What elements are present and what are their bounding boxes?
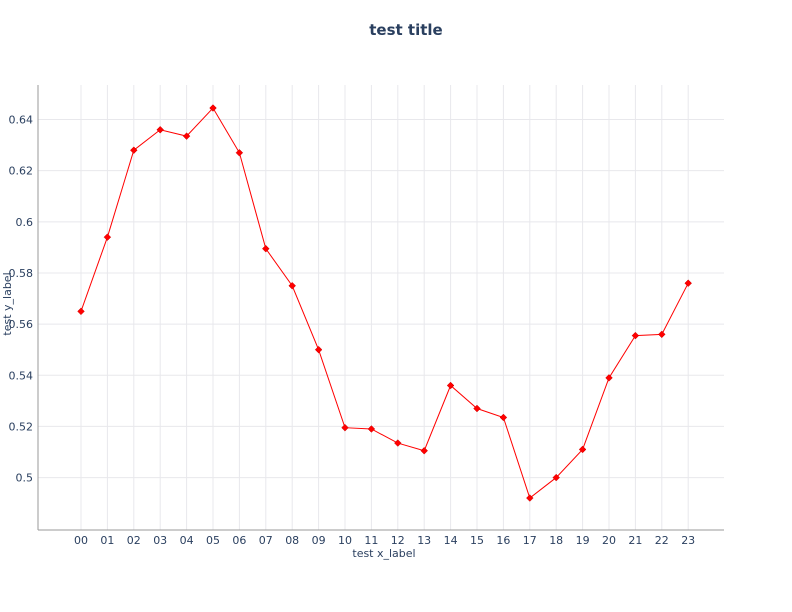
- data-point-08: [288, 282, 296, 290]
- data-point-03: [156, 126, 164, 134]
- data-point-09: [314, 345, 323, 354]
- data-point-05: [209, 104, 217, 112]
- x-tick-label: 15: [470, 534, 484, 547]
- x-tick-label: 09: [312, 534, 326, 547]
- data-point-06: [235, 149, 244, 157]
- data-point-18: [552, 473, 560, 482]
- x-tick-label: 11: [364, 534, 378, 547]
- data-point-11: [367, 425, 376, 433]
- data-point-14: [446, 381, 455, 390]
- x-tick-label: 21: [628, 534, 642, 547]
- data-point-17: [526, 494, 534, 502]
- y-tick-label: 0.64: [9, 114, 34, 127]
- x-tick-label: 10: [338, 534, 352, 547]
- x-tick-label: 14: [444, 534, 458, 547]
- axes: [37, 85, 724, 531]
- x-tick-label: 01: [100, 534, 114, 547]
- x-tick-label: 19: [576, 534, 590, 547]
- data-point-04: [182, 132, 191, 140]
- data-point-07: [262, 244, 270, 253]
- data-point-16: [499, 413, 508, 422]
- data-point-23: [684, 279, 692, 287]
- data-point-15: [473, 404, 481, 413]
- y-tick-label: 0.62: [9, 165, 34, 178]
- x-tick-label: 12: [391, 534, 405, 547]
- y-tick-label: 0.54: [9, 369, 34, 382]
- data-point-02: [130, 146, 138, 154]
- x-tick-label: 22: [655, 534, 669, 547]
- y-tick-labels: 0.5 0.52 0.54 0.56 0.58 0.6 0.62 0.64: [9, 114, 34, 485]
- y-tick-label: 0.58: [9, 267, 34, 280]
- x-tick-labels: 00 01 02 03 04 05 06 07 08 09 10 11 12 13 14 15 16 17 18 19…: [74, 534, 695, 547]
- y-axis-label: test y_label: [1, 272, 14, 335]
- series-line: [80, 107, 689, 499]
- data-point-22: [658, 330, 666, 339]
- x-tick-label: 05: [206, 534, 220, 547]
- y-tick-label: 0.6: [16, 216, 34, 229]
- x-tick-label: 03: [153, 534, 167, 547]
- data-point-13: [420, 446, 428, 455]
- data-point-10: [341, 423, 349, 432]
- x-tick-label: 04: [180, 534, 194, 547]
- x-tick-label: 17: [523, 534, 537, 547]
- x-tick-label: 06: [232, 534, 246, 547]
- data-point-20: [605, 374, 613, 382]
- x-tick-label: 00: [74, 534, 88, 547]
- y-tick-label: 0.52: [9, 420, 34, 433]
- series-markers: [77, 104, 692, 502]
- x-axis-label: test x_label: [352, 547, 415, 560]
- x-tick-label: 23: [681, 534, 695, 547]
- x-tick-label: 18: [549, 534, 563, 547]
- x-tick-label: 08: [285, 534, 299, 547]
- x-tick-label: 16: [496, 534, 510, 547]
- x-tick-label: 07: [259, 534, 273, 547]
- data-point-19: [578, 445, 587, 454]
- data-point-12: [394, 439, 402, 447]
- chart-title: test title: [369, 21, 442, 39]
- y-tick-label: 0.56: [9, 318, 34, 331]
- data-point-21: [631, 331, 640, 340]
- data-point-01: [103, 233, 112, 241]
- x-tick-label: 20: [602, 534, 616, 547]
- y-tick-label: 0.5: [16, 472, 34, 485]
- data-point-00: [77, 307, 85, 316]
- grid: [38, 85, 724, 530]
- x-tick-label: 02: [127, 534, 141, 547]
- x-tick-label: 13: [417, 534, 431, 547]
